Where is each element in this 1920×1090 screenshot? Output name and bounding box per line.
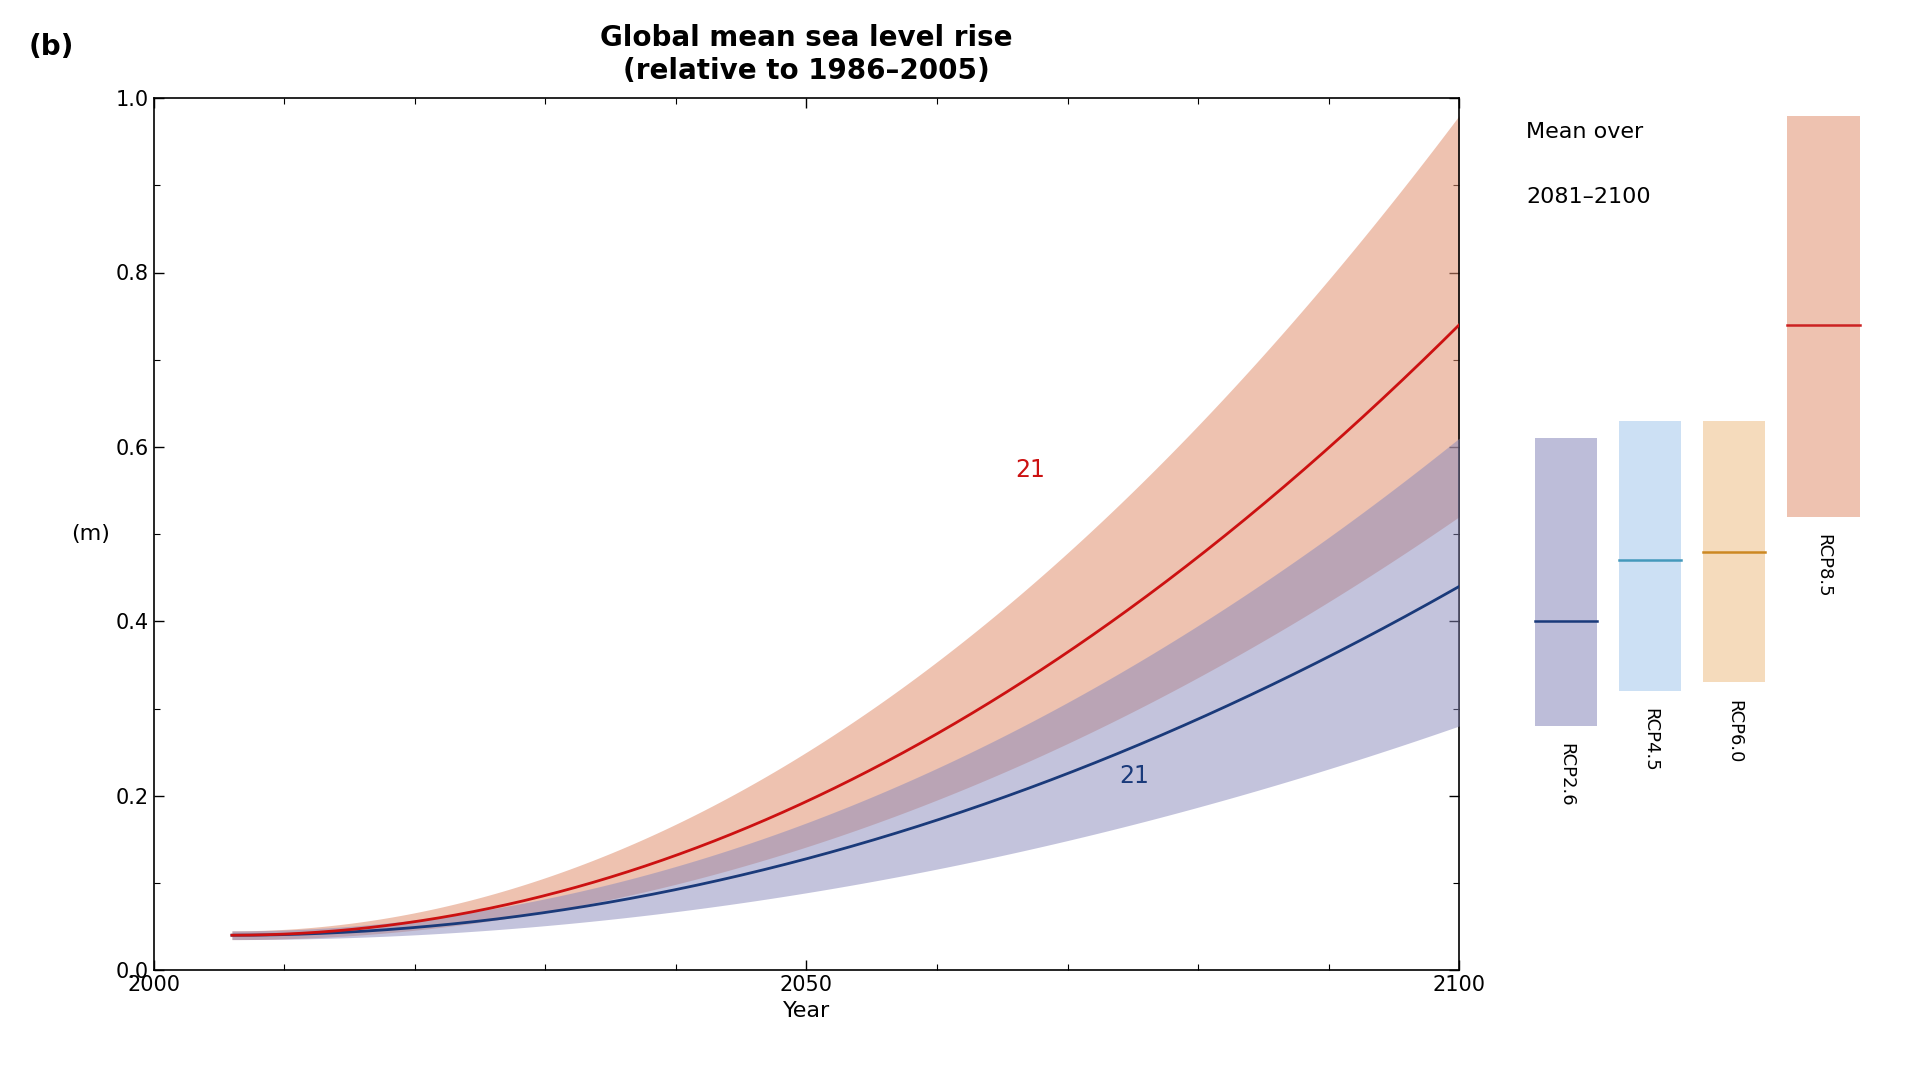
Text: RCP4.5: RCP4.5: [1642, 708, 1659, 772]
Y-axis label: (m): (m): [71, 524, 109, 544]
Bar: [1536, 438, 1597, 726]
Bar: [1788, 116, 1860, 517]
Text: RCP6.0: RCP6.0: [1724, 700, 1743, 763]
Bar: [1703, 421, 1764, 682]
Bar: [1619, 421, 1682, 691]
X-axis label: Year: Year: [783, 1001, 829, 1020]
Text: RCP8.5: RCP8.5: [1814, 534, 1832, 597]
Text: 21: 21: [1016, 459, 1044, 483]
Text: (b): (b): [29, 33, 75, 61]
Title: Global mean sea level rise
(relative to 1986–2005): Global mean sea level rise (relative to …: [601, 24, 1012, 85]
Text: 21: 21: [1119, 764, 1150, 788]
Text: Mean over: Mean over: [1526, 122, 1644, 142]
Text: RCP2.6: RCP2.6: [1557, 743, 1574, 807]
Text: 2081–2100: 2081–2100: [1526, 187, 1651, 207]
